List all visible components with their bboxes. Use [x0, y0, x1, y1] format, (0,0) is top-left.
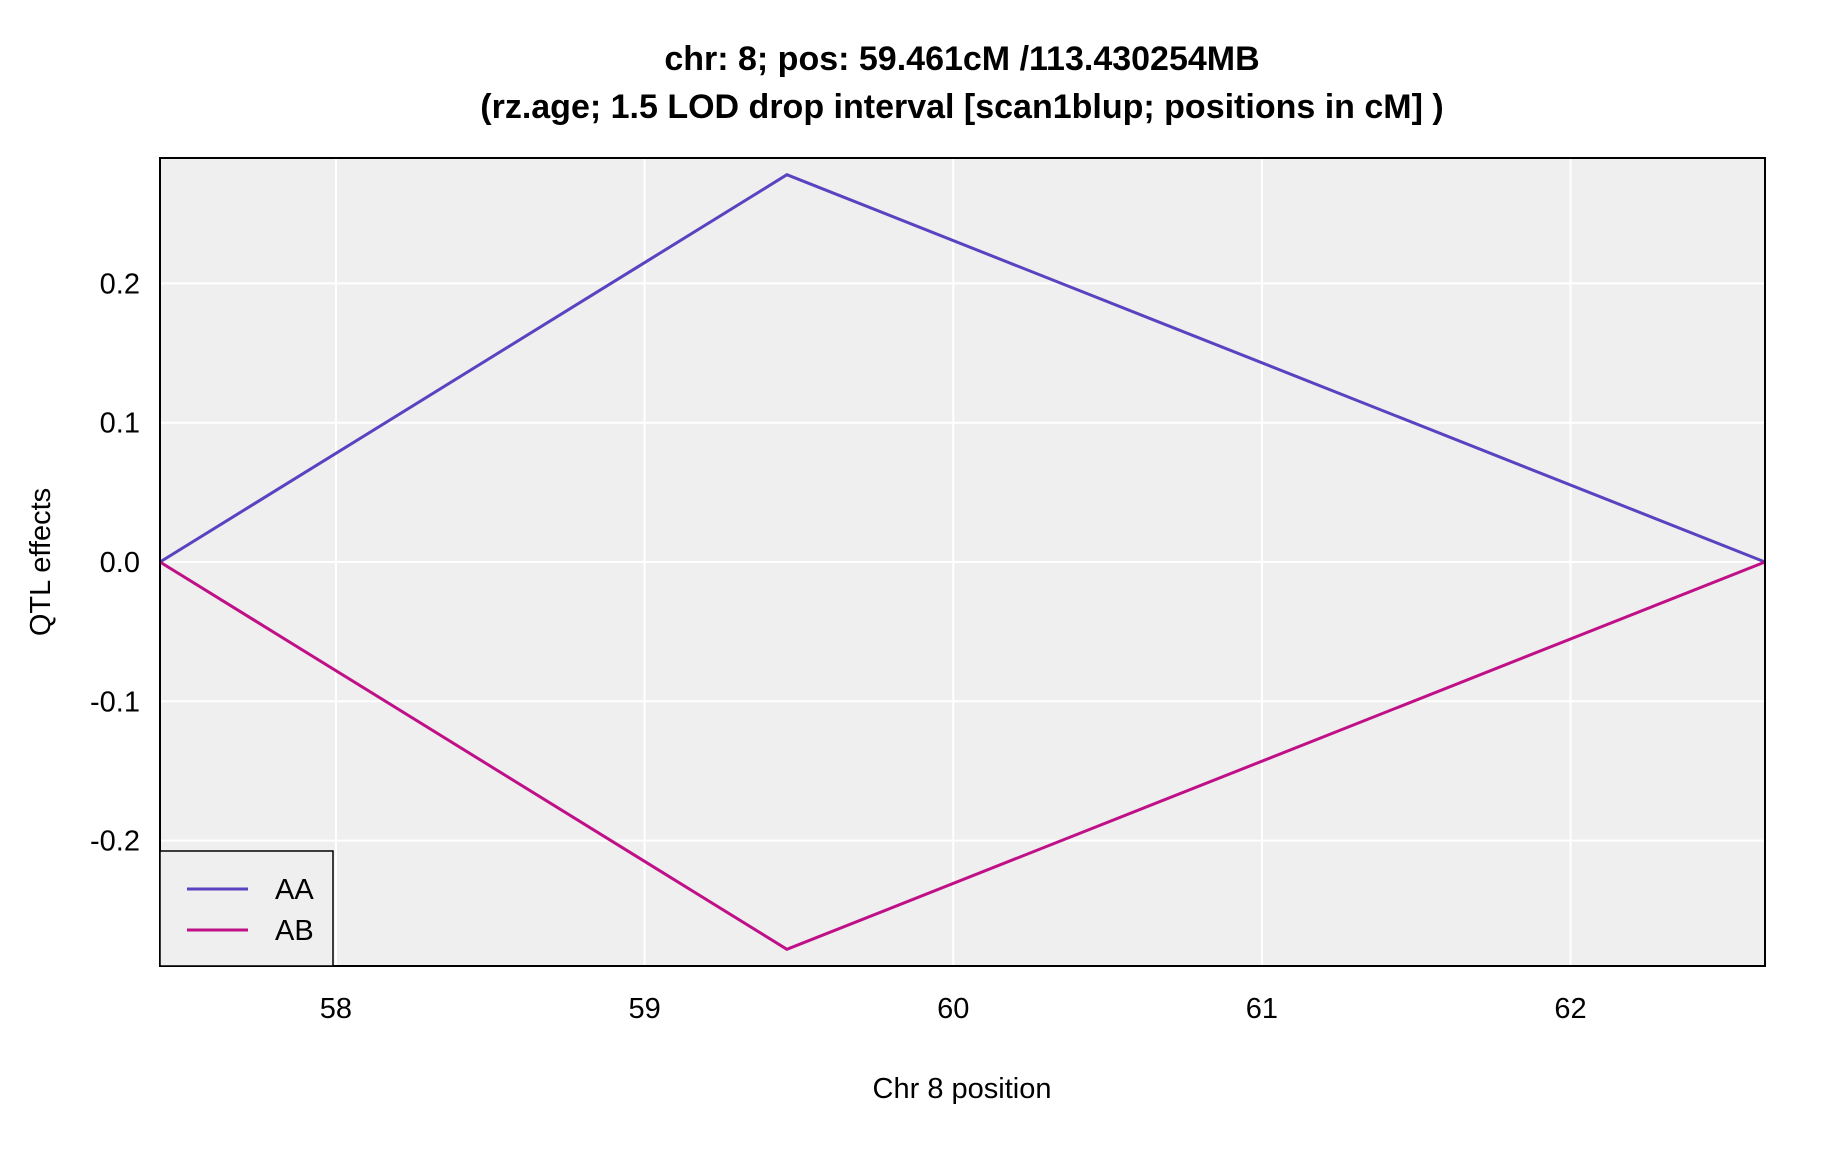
x-tick-label: 59	[628, 993, 660, 1025]
data-series	[159, 173, 1766, 951]
x-tick-label: 60	[937, 993, 969, 1025]
y-tick-label: -0.2	[90, 826, 140, 858]
x-tick-label: 61	[1246, 993, 1278, 1025]
y-tick-labels: -0.2 -0.1 0.0 0.1 0.2	[90, 268, 140, 857]
chart-subtitle: (rz.age; 1.5 LOD drop interval [scan1blu…	[480, 88, 1443, 126]
y-axis-label: QTL effects	[25, 488, 57, 636]
legend-label-ab: AB	[275, 915, 314, 947]
x-tick-labels: 58 59 60 61 62	[320, 993, 1587, 1025]
grid-lines	[160, 158, 1765, 966]
series-line-ab	[159, 560, 1766, 951]
plot-border	[159, 157, 1766, 967]
legend: AA AB	[159, 850, 334, 967]
x-axis-label: Chr 8 position	[873, 1073, 1052, 1105]
legend-label-aa: AA	[275, 874, 314, 906]
series-line-aa	[159, 173, 1766, 564]
x-tick-label: 58	[320, 993, 352, 1025]
y-tick-label: 0.2	[100, 268, 140, 300]
chart-title: chr: 8; pos: 59.461cM /113.430254MB	[664, 40, 1259, 78]
y-tick-label: 0.0	[100, 547, 140, 579]
legend-box	[159, 850, 334, 967]
y-tick-label: 0.1	[100, 408, 140, 440]
y-tick-label: -0.1	[90, 686, 140, 718]
x-tick-label: 62	[1554, 993, 1586, 1025]
